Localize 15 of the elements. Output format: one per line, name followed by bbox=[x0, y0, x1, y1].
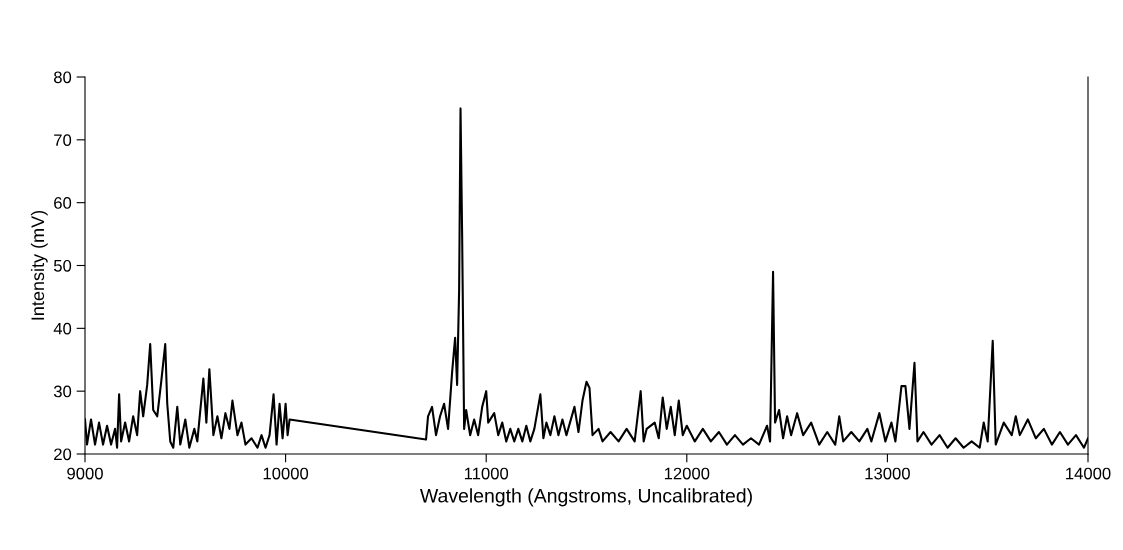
y-tick-label: 80 bbox=[53, 71, 72, 84]
y-tick-label: 20 bbox=[54, 448, 72, 461]
y-tick-label: 30 bbox=[53, 385, 72, 398]
x-tick-label: 10000 bbox=[263, 467, 309, 480]
y-tick-label: 70 bbox=[54, 134, 72, 147]
x-tick-label: 12000 bbox=[664, 467, 710, 480]
y-tick-label: 60 bbox=[54, 197, 72, 209]
x-tick-label: 14000 bbox=[1066, 467, 1111, 480]
x-tick-label: 11000 bbox=[464, 467, 509, 480]
y-axis-title: Intensity (mV) bbox=[30, 210, 48, 320]
y-tick-label: 40 bbox=[53, 322, 72, 335]
x-axis-title: Wavelength (Angstroms, Uncalibrated) bbox=[419, 488, 752, 507]
y-tick-label: 50 bbox=[53, 259, 72, 272]
x-tick-label: 13000 bbox=[865, 467, 910, 480]
x-tick-label: 9000 bbox=[67, 467, 103, 480]
